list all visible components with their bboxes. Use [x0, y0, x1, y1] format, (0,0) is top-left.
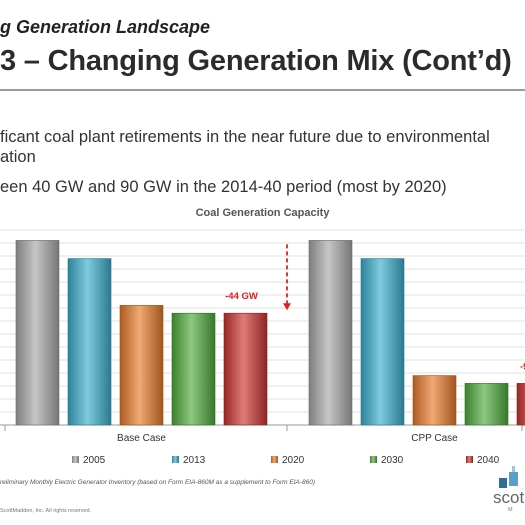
legend-swatch-2030 [370, 456, 377, 463]
copyright-text: ScottMadden, Inc. All rights reserved. [0, 508, 92, 514]
category-label: CPP Case [411, 433, 458, 444]
reduction-annotation: -9 [520, 361, 525, 372]
bar-cpp-case-2005 [308, 240, 353, 426]
legend-label-2030: 2030 [381, 455, 404, 466]
bar-base-case-2040 [223, 312, 268, 426]
chart-title: Coal Generation Capacity [195, 207, 330, 219]
bar-base-case-2020 [119, 305, 164, 426]
logo-subtext: M [508, 507, 513, 513]
coal-capacity-chart: Base Case CPP Case -44 GW -9 2005 2013 2020 20… [0, 229, 525, 466]
bullet-text-1a: ficant coal plant retirements in the nea… [0, 128, 490, 146]
logo-wordmark: scot [493, 488, 525, 507]
bar-base-case-2030 [171, 312, 216, 426]
legend-label-2013: 2013 [183, 455, 206, 466]
bar-cpp-case-2013 [360, 258, 405, 426]
source-footnote: reliminary Monthly Electric Generator In… [0, 479, 316, 486]
slide-title: 3 – Changing Generation Mix (Cont’d) [0, 45, 512, 77]
bullet-text-2: een 40 GW and 90 GW in the 2014-40 perio… [0, 178, 447, 196]
bar-cpp-case-2020 [412, 375, 457, 426]
section-label: g Generation Landscape [0, 17, 211, 37]
bullet-text-1b: ation [0, 148, 36, 166]
reduction-arrow-head [283, 303, 291, 311]
legend-swatch-2013 [172, 456, 179, 463]
legend-label-2020: 2020 [282, 455, 305, 466]
legend-swatch-2020 [271, 456, 278, 463]
legend-label-2005: 2005 [83, 455, 106, 466]
reduction-annotation: -44 GW [225, 291, 258, 302]
legend-label-2040: 2040 [477, 455, 500, 466]
category-label: Base Case [117, 433, 166, 444]
bar-cpp-case-2040 [516, 383, 525, 426]
legend-swatch-2005 [72, 456, 79, 463]
bar-base-case-2005 [15, 240, 60, 426]
scottmadden-logo-icon [499, 466, 518, 488]
bar-cpp-case-2030 [464, 383, 509, 426]
title-divider [0, 89, 525, 91]
bar-base-case-2013 [67, 258, 112, 426]
legend-swatch-2040 [466, 456, 473, 463]
